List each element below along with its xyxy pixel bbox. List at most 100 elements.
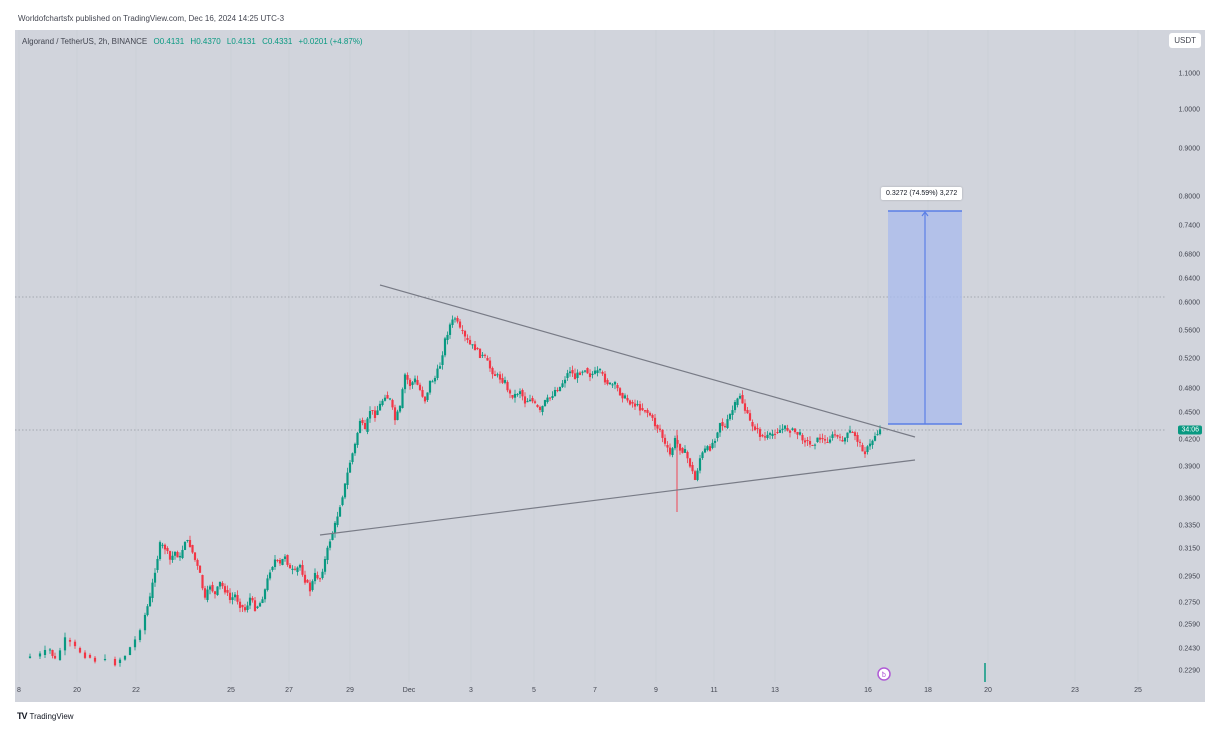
candle-up [216, 586, 219, 595]
candle-up [698, 458, 702, 471]
candle-up [596, 370, 599, 373]
candle-up [568, 371, 572, 374]
time-tick: 5 [532, 687, 536, 694]
candle-up [513, 393, 517, 398]
candle-up [561, 383, 564, 387]
candle-up [291, 568, 294, 570]
candle-up [516, 394, 519, 396]
price-axis[interactable]: USDT 34:06 1.1000 1.0000 0.9000 0.8000 0.740… [1165, 30, 1205, 702]
chart-plot-area[interactable]: ƀ Algorand / TetherUS, 2h, BINANCE O0.41… [15, 30, 1165, 682]
candle-down [748, 413, 752, 421]
candle-up [256, 606, 259, 608]
candle-up [671, 448, 674, 455]
time-tick: 13 [771, 687, 779, 694]
candle-up [103, 658, 107, 660]
time-axis[interactable]: 8 20 22 25 27 29 Dec 3 5 7 9 11 13 16 18 20 23 25 [15, 682, 1165, 702]
candle-down [238, 601, 242, 608]
price-tick: 0.5200 [1178, 355, 1200, 363]
time-tick: 23 [1071, 687, 1079, 694]
symbol-legend: Algorand / TetherUS, 2h, BINANCE O0.4131… [22, 37, 363, 46]
candle-up [206, 589, 209, 600]
candle-up [866, 446, 869, 452]
candle-down [253, 600, 257, 611]
candle-down [478, 348, 482, 358]
candle-up [766, 434, 769, 438]
candle-down [363, 423, 367, 430]
candle-down [571, 370, 574, 374]
candle-up [871, 440, 874, 445]
candle-down [796, 432, 799, 435]
candle-down [113, 658, 117, 666]
candle-up [608, 382, 612, 385]
candle-down [653, 417, 657, 427]
candle-up [798, 432, 802, 435]
candle-up [341, 497, 344, 505]
price-tick: 0.3350 [1178, 522, 1200, 530]
candle-down [833, 434, 837, 436]
candle-down [483, 354, 487, 356]
candle-up [528, 399, 532, 402]
candle-up [338, 507, 342, 517]
candle-up [153, 572, 157, 583]
candle-up [701, 452, 704, 458]
candle-down [501, 378, 504, 383]
candle-up [726, 419, 729, 428]
candle-up [636, 404, 639, 406]
candle-down [223, 586, 227, 593]
candle-up [58, 650, 62, 660]
candle-down [203, 588, 207, 598]
price-tick: 0.6000 [1178, 299, 1200, 307]
candle-up [441, 355, 444, 365]
candle-down [461, 330, 464, 332]
candle-down [511, 395, 514, 398]
price-tick: 0.2590 [1178, 621, 1200, 629]
symbol-title: Algorand / TetherUS, 2h, BINANCE [22, 37, 148, 46]
footer-brand: TV TradingView [17, 711, 74, 721]
time-tick: 7 [593, 687, 597, 694]
candle-up [543, 400, 547, 407]
candle-down [618, 388, 622, 396]
candle-up [123, 655, 127, 660]
candle-down [826, 442, 829, 443]
candle-down [421, 390, 424, 397]
candle-down [811, 445, 814, 446]
currency-button[interactable]: USDT [1169, 33, 1201, 48]
time-tick: 8 [17, 687, 21, 694]
candle-down [808, 441, 812, 445]
candle-down [601, 372, 604, 374]
candle-up [336, 516, 339, 525]
candle-up [171, 555, 174, 560]
candle-down [536, 405, 539, 407]
candle-up [258, 603, 262, 607]
candle-down [746, 410, 749, 414]
candle-up [368, 411, 372, 419]
candle-up [328, 541, 332, 548]
candle-up [43, 649, 47, 655]
candle-down [308, 582, 312, 592]
candlestick-chart[interactable]: ƀ [15, 30, 1165, 682]
candle-up [613, 382, 617, 385]
candle-up [388, 398, 392, 400]
candle-down [51, 650, 54, 656]
candle-up [248, 597, 252, 606]
candle-up [268, 572, 272, 579]
candle-up [778, 430, 782, 433]
candle-down [631, 402, 634, 404]
candle-up [186, 539, 189, 541]
price-tick: 1.0000 [1178, 106, 1200, 114]
tradingview-brand-text: TradingView [29, 711, 74, 721]
candle-up [351, 453, 354, 462]
candle-up [453, 318, 457, 320]
candle-down [803, 440, 807, 443]
ohlc-low: L0.4131 [226, 37, 256, 46]
candle-down [493, 374, 497, 376]
candle-up [261, 599, 264, 603]
candle-up [781, 428, 784, 430]
candle-up [733, 402, 737, 411]
candle-up [411, 382, 414, 385]
candle-down [658, 428, 662, 431]
candle-down [83, 652, 87, 658]
candle-down [361, 420, 364, 424]
candle-up [711, 442, 714, 448]
candle-up [181, 549, 184, 558]
